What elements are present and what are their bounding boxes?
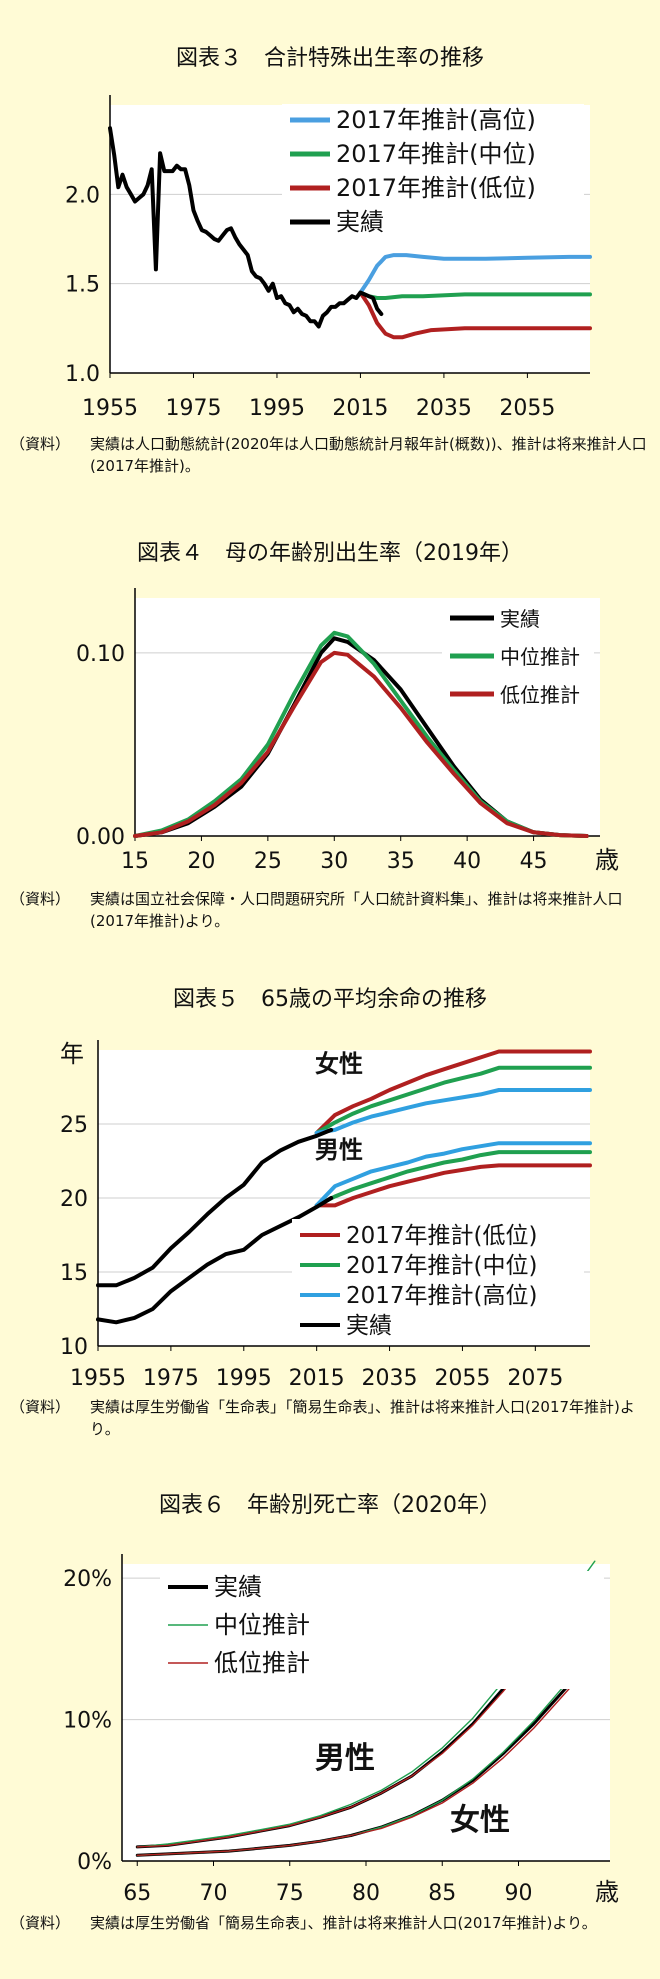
y-tick-label: 0.10 (76, 642, 125, 667)
x-tick-label: 35 (387, 849, 415, 874)
series-line (358, 290, 592, 340)
x-tick-label: 1975 (143, 1366, 199, 1391)
series-line (314, 1141, 592, 1208)
x-unit-label: 歳 (595, 846, 619, 874)
x-tick-label: 1955 (70, 1366, 126, 1391)
x-tick-label: 65 (123, 1881, 151, 1906)
chart3-source-note: 実績は人口動態統計(2020年は人口動態統計月報年計(概数))、推計は将来推計人… (90, 435, 647, 475)
y-unit-label: 年 (60, 1040, 84, 1068)
y-tick-label: 20% (63, 1567, 112, 1592)
y-tick-label: 25 (60, 1113, 88, 1138)
annotation-label: 男性 (315, 1741, 375, 1776)
x-tick-label: 75 (276, 1881, 304, 1906)
series-line (108, 126, 384, 329)
x-tick-label: 2055 (499, 396, 555, 421)
x-unit-label: 歳 (595, 1878, 619, 1906)
annotation-label: 男性 (315, 1136, 363, 1164)
series-line (358, 253, 592, 295)
series-line (314, 1150, 592, 1208)
series-line (314, 1163, 592, 1208)
x-tick-label: 80 (352, 1881, 380, 1906)
x-tick-label: 85 (428, 1881, 456, 1906)
chart5-source-note: 実績は厚生労働省「生命表」「簡易生命表」、推計は将来推計人口(2017年推計)よ… (90, 1398, 635, 1438)
chart3-title: 図表３ 合計特殊出生率の推移 (175, 46, 484, 71)
series-line (96, 1196, 334, 1325)
chart6-source-note: 実績は厚生労働省「簡易生命表」、推計は将来推計人口(2017年推計)より。 (90, 1914, 597, 1932)
x-tick-label: 2075 (507, 1366, 563, 1391)
chart3-section: 図表３ 合計特殊出生率の推移 1.0 1.5 2.0 1955 1975 1995 2015… (0, 0, 660, 480)
series-line (314, 1088, 592, 1135)
y-tick-label: 0% (77, 1850, 112, 1875)
legend-label: 実績 (214, 1573, 262, 1601)
y-tick-label: 10% (63, 1709, 112, 1734)
legend-background (442, 602, 594, 720)
x-tick-label: 1955 (82, 396, 138, 421)
x-tick-label: 40 (453, 849, 481, 874)
y-tick-label: 0.00 (76, 825, 125, 850)
x-tick-label: 2035 (362, 1366, 418, 1391)
legend-label: 2017年推計(高位) (346, 1283, 537, 1309)
x-tick-label: 2015 (332, 396, 388, 421)
legend-label: 中位推計 (500, 645, 580, 669)
x-tick-label: 1995 (216, 1366, 272, 1391)
chart5-title: 図表５ 65歳の平均余命の推移 (173, 987, 487, 1012)
x-tick-label: 25 (254, 849, 282, 874)
chart6-title: 図表６ 年齢別死亡率（2020年） (159, 1493, 501, 1518)
legend-label: 2017年推計(低位) (346, 1223, 537, 1249)
y-tick-label: 15 (60, 1261, 88, 1286)
legend-background (282, 104, 584, 244)
legend-label: 2017年推計(高位) (336, 106, 536, 134)
x-tick-label: 30 (320, 849, 348, 874)
x-tick-label: 2055 (434, 1366, 490, 1391)
legend-label: 低位推計 (214, 1649, 310, 1677)
y-tick-label: 10 (60, 1335, 88, 1360)
chart5-source-prefix: （資料） (10, 1398, 71, 1416)
chart4-section: 図表４ 母の年齢別出生率（2019年） 0.00 0.10 15 20 25 30 35 40… (0, 0, 660, 960)
chart3-svg: 1.0 1.5 2.0 1955 1975 1995 2015 2035 2055 2017年推計… (65, 95, 592, 421)
x-tick-label: 45 (520, 849, 548, 874)
series-line (136, 1659, 596, 1857)
chart3-source-prefix: （資料） (10, 435, 71, 453)
annotation-label: 女性 (450, 1803, 510, 1838)
legend-label: 実績 (500, 607, 540, 631)
x-tick-label: 2015 (289, 1366, 345, 1391)
series-line (96, 1127, 334, 1288)
legend-label: 低位推計 (500, 683, 580, 707)
x-tick-label: 70 (200, 1881, 228, 1906)
x-tick-label: 2035 (416, 396, 472, 421)
legend-label: 2017年推計(低位) (336, 174, 536, 202)
legend-background (160, 1571, 604, 1689)
legend-label: 2017年推計(中位) (346, 1253, 537, 1279)
chart6-source-prefix: （資料） (10, 1914, 71, 1932)
x-tick-label: 1995 (249, 396, 305, 421)
x-tick-label: 15 (121, 849, 149, 874)
legend-label: 中位推計 (214, 1611, 310, 1639)
chart4-title: 図表４ 母の年齢別出生率（2019年） (137, 541, 523, 566)
x-tick-label: 20 (187, 849, 215, 874)
chart5-svg: 10 15 20 25 1955 1975 1995 2015 2035 2055 2075 年 女性男… (60, 1040, 592, 1391)
chart4-source-prefix: （資料） (10, 890, 71, 908)
series-line (133, 650, 589, 838)
legend-label: 2017年推計(中位) (336, 140, 536, 168)
y-tick-label: 1.5 (65, 273, 100, 298)
y-tick-label: 1.0 (65, 362, 100, 387)
y-tick-label: 2.0 (65, 183, 100, 208)
series-line (314, 1049, 592, 1135)
series-line (314, 1065, 592, 1135)
legend-background (292, 1219, 584, 1343)
x-tick-label: 90 (505, 1881, 533, 1906)
chart4-source-note: 実績は国立社会保障・人口問題研究所「人口統計資料集」、推計は将来推計人口(201… (90, 890, 623, 930)
x-tick-label: 1975 (165, 396, 221, 421)
y-tick-label: 20 (60, 1187, 88, 1212)
legend-label: 実績 (336, 208, 384, 236)
annotation-label: 女性 (315, 1050, 363, 1078)
legend-label: 実績 (346, 1313, 392, 1339)
chart5-section: 図表５ 65歳の平均余命の推移 10 15 20 25 1955 1975 1995 2015… (10, 987, 635, 1438)
